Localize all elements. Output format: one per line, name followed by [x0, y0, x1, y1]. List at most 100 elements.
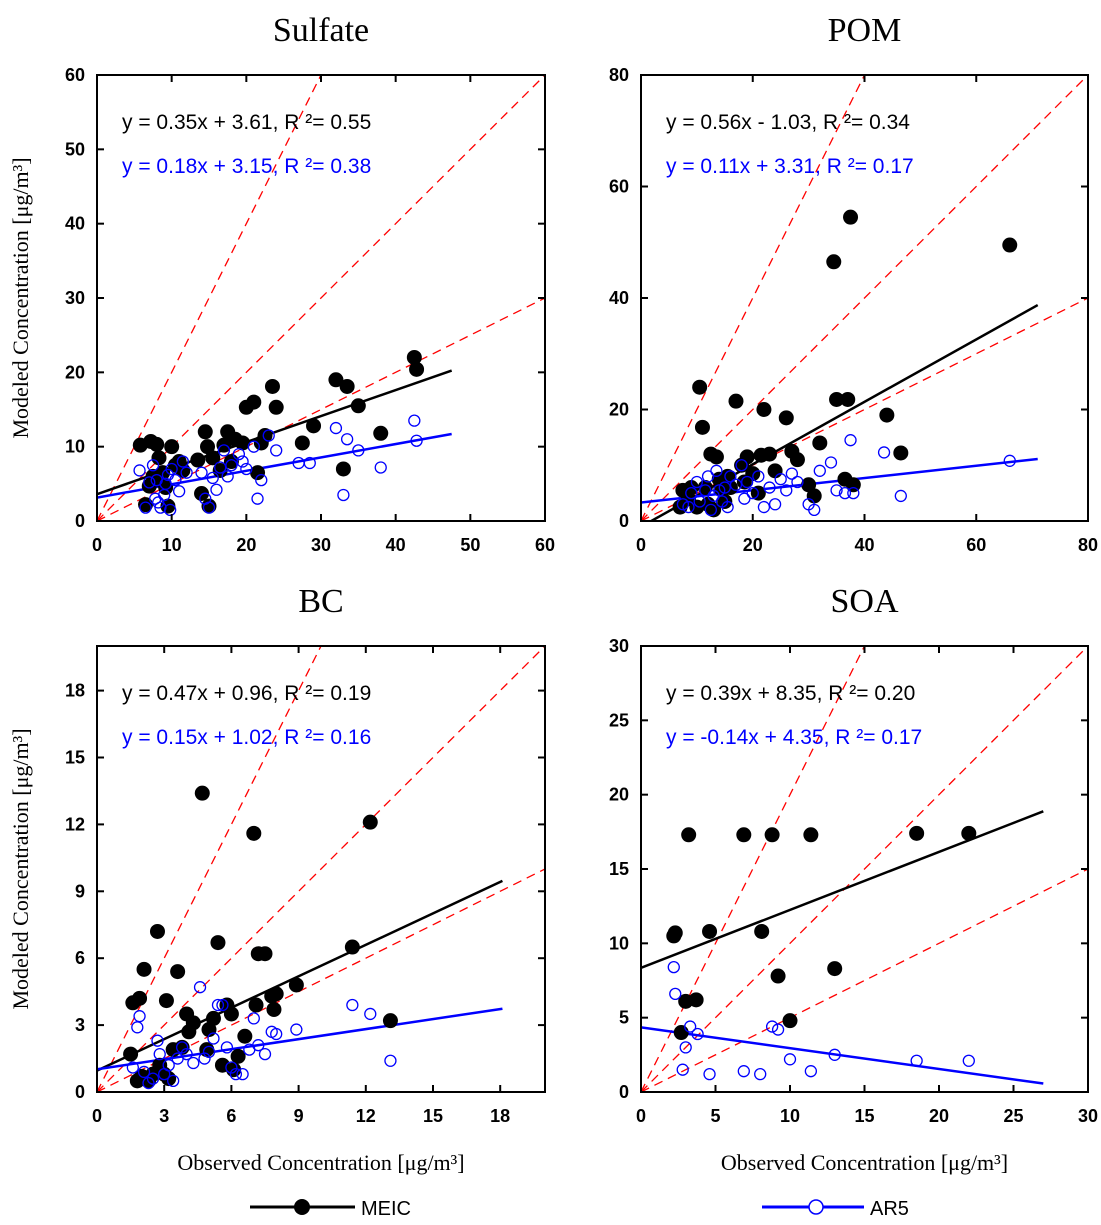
meic-point-soa-1: [667, 925, 683, 941]
x-tick-label-bc-0: 0: [92, 1106, 102, 1126]
y-tick-label-sulfate-0: 0: [75, 511, 85, 531]
meic-point-soa-11: [782, 1013, 798, 1029]
x-tick-label-pom-0: 0: [636, 535, 646, 555]
x-tick-label-bc-6: 18: [490, 1106, 510, 1126]
chart-title-bc: BC: [298, 583, 343, 620]
meic-point-soa-14: [909, 825, 925, 841]
x-tick-label-pom-3: 60: [966, 535, 986, 555]
meic-point-sulfate-16: [194, 485, 210, 501]
x-tick-label-sulfate-2: 20: [236, 535, 256, 555]
ar5-point-sulfate-25: [225, 459, 238, 472]
meic-point-bc-29: [237, 1028, 253, 1044]
meic-point-sulfate-35: [306, 418, 322, 434]
x-tick-label-soa-2: 10: [780, 1106, 800, 1126]
ar5-point-bc-30: [270, 1027, 283, 1041]
ar5-point-pom-1: [682, 500, 695, 514]
x-axis-label-soa: Observed Concentration [μg/m³]: [721, 1150, 1008, 1175]
meic-point-bc-14: [170, 964, 186, 980]
ar5-point-pom-0: [676, 498, 690, 511]
ar5-point-bc-16: [198, 1052, 211, 1065]
ar5-point-sulfate-33: [270, 444, 283, 457]
x-tick-label-soa-0: 0: [636, 1106, 646, 1126]
meic-point-bc-8: [149, 923, 165, 939]
y-tick-label-sulfate-6: 60: [65, 65, 85, 85]
ar5-point-bc-17: [202, 1045, 216, 1059]
ar5-point-bc-6: [151, 1034, 164, 1047]
y-tick-label-soa-6: 30: [609, 636, 629, 656]
meic-point-pom-41: [1002, 237, 1018, 253]
meic-point-pom-32: [812, 435, 828, 451]
ar5-point-bc-31: [290, 1023, 303, 1036]
ar5-point-bc-15: [193, 981, 207, 994]
meic-point-pom-26: [767, 463, 783, 479]
y-tick-label-soa-2: 10: [609, 933, 629, 953]
legend-item-meic: MEIC: [250, 1198, 411, 1220]
reference-line-bc-1: [97, 646, 545, 1092]
meic-point-pom-17: [728, 393, 744, 409]
ar5-point-sulfate-42: [410, 434, 423, 447]
meic-point-bc-39: [362, 814, 378, 830]
meic-point-sulfate-37: [335, 461, 351, 477]
ar5-point-bc-24: [236, 1068, 249, 1081]
legend-ar5-label: AR5: [870, 1198, 909, 1220]
ar5-point-sulfate-20: [206, 471, 219, 485]
chart-title-sulfate: Sulfate: [273, 12, 369, 49]
ar5-point-pom-20: [752, 470, 765, 483]
ar5-point-sulfate-13: [169, 473, 182, 487]
plot-area-pom: [641, 75, 1088, 521]
ar5-point-pom-38: [1003, 454, 1016, 467]
y-tick-label-bc-5: 15: [65, 748, 85, 768]
meic-point-bc-28: [230, 1048, 246, 1064]
ar5-point-sulfate-29: [247, 440, 260, 453]
meic-point-sulfate-6: [151, 450, 167, 466]
ar5-point-bc-26: [247, 1012, 260, 1025]
meic-point-sulfate-17: [197, 424, 213, 440]
meic-point-sulfate-1: [138, 497, 154, 513]
meic-point-bc-26: [223, 1006, 239, 1022]
ar5-point-sulfate-15: [176, 455, 190, 468]
meic-point-bc-31: [248, 997, 264, 1013]
meic-point-sulfate-20: [205, 450, 221, 466]
meic-equation-sulfate: y = 0.35x + 3.61, R ²= 0.55: [122, 111, 371, 134]
y-tick-label-sulfate-3: 30: [65, 288, 85, 308]
meic-point-pom-29: [789, 452, 805, 468]
ar5-point-pom-4: [693, 495, 706, 508]
ar5-point-sulfate-31: [255, 473, 268, 487]
ar5-point-bc-34: [384, 1054, 397, 1067]
ar5-point-pom-29: [808, 503, 821, 517]
meic-point-bc-22: [205, 1010, 221, 1026]
meic-point-bc-40: [382, 1013, 398, 1029]
ar5-point-pom-33: [838, 486, 852, 500]
ar5-point-soa-7: [737, 1065, 750, 1078]
x-tick-label-sulfate-1: 10: [162, 535, 182, 555]
y-axis-label-sulfate: Modeled Concentration [μg/m³]: [8, 157, 33, 438]
ar5-fit-line-soa: [641, 1026, 1044, 1085]
ar5-point-pom-24: [774, 473, 787, 486]
legend-ar5-marker: [808, 1199, 824, 1215]
meic-point-sulfate-5: [149, 436, 165, 452]
meic-point-sulfate-15: [190, 452, 206, 468]
ar5-point-sulfate-1: [139, 501, 152, 514]
ar5-point-bc-7: [153, 1047, 166, 1061]
ar5-point-sulfate-27: [236, 455, 249, 468]
ar5-equation-bc: y = 0.15x + 1.02, R ²= 0.16: [122, 726, 371, 749]
y-tick-label-soa-1: 5: [619, 1008, 629, 1028]
ar5-point-bc-2: [133, 1010, 146, 1023]
ar5-point-sulfate-0: [133, 464, 146, 477]
meic-point-bc-36: [268, 986, 284, 1002]
ar5-point-pom-16: [735, 459, 748, 472]
ar5-point-sulfate-28: [240, 462, 253, 476]
meic-point-bc-30: [246, 825, 262, 841]
ar5-point-soa-1: [669, 987, 682, 1001]
meic-point-pom-27: [778, 410, 794, 426]
ar5-point-soa-6: [703, 1068, 716, 1081]
reference-line-soa-1: [641, 646, 1088, 1092]
ar5-point-soa-15: [962, 1054, 975, 1067]
ar5-point-sulfate-7: [154, 501, 167, 514]
ar5-point-sulfate-35: [303, 456, 316, 470]
ar5-point-pom-13: [721, 500, 734, 514]
meic-point-sulfate-29: [250, 465, 266, 481]
meic-point-soa-9: [764, 827, 780, 843]
ar5-point-sulfate-39: [352, 444, 365, 457]
ar5-point-soa-9: [765, 1020, 779, 1033]
